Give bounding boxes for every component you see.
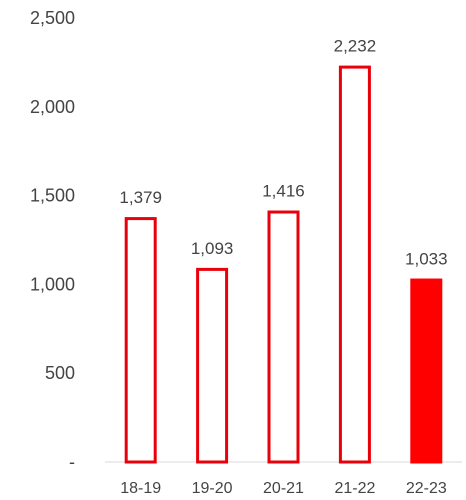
y-tick-label: 1,500: [30, 186, 75, 206]
data-label-18-19: 1,379: [119, 188, 162, 207]
data-labels: 1,379 1,093 1,416 2,232 1,033: [119, 37, 447, 269]
y-tick-label: 2,000: [30, 97, 75, 117]
y-tick-label: 2,500: [30, 8, 75, 28]
bars: [124, 65, 443, 464]
bar-20-21: [267, 210, 300, 464]
data-label-21-22: 2,232: [334, 37, 377, 56]
x-tick-label-18-19: 18-19: [120, 480, 161, 497]
y-tick-label: -: [69, 452, 75, 472]
y-tick-label: 1,000: [30, 274, 75, 294]
bar-18-19: [124, 217, 157, 464]
x-axis-category-labels: 18-19 19-20 20-21 21-22 22-23: [120, 480, 447, 497]
y-tick-label: 500: [45, 363, 75, 383]
x-tick-label-19-20: 19-20: [192, 480, 233, 497]
data-label-19-20: 1,093: [191, 239, 234, 258]
data-label-20-21: 1,416: [262, 182, 305, 201]
y-axis-tick-labels: - 500 1,000 1,500 2,000 2,500: [30, 8, 75, 472]
x-tick-label-21-22: 21-22: [334, 480, 375, 497]
x-tick-label-20-21: 20-21: [263, 480, 304, 497]
bar-22-23: [410, 278, 443, 464]
data-label-22-23: 1,033: [405, 250, 448, 269]
bar-21-22: [338, 65, 371, 464]
x-tick-label-22-23: 22-23: [406, 480, 447, 497]
bar-19-20: [196, 267, 229, 464]
